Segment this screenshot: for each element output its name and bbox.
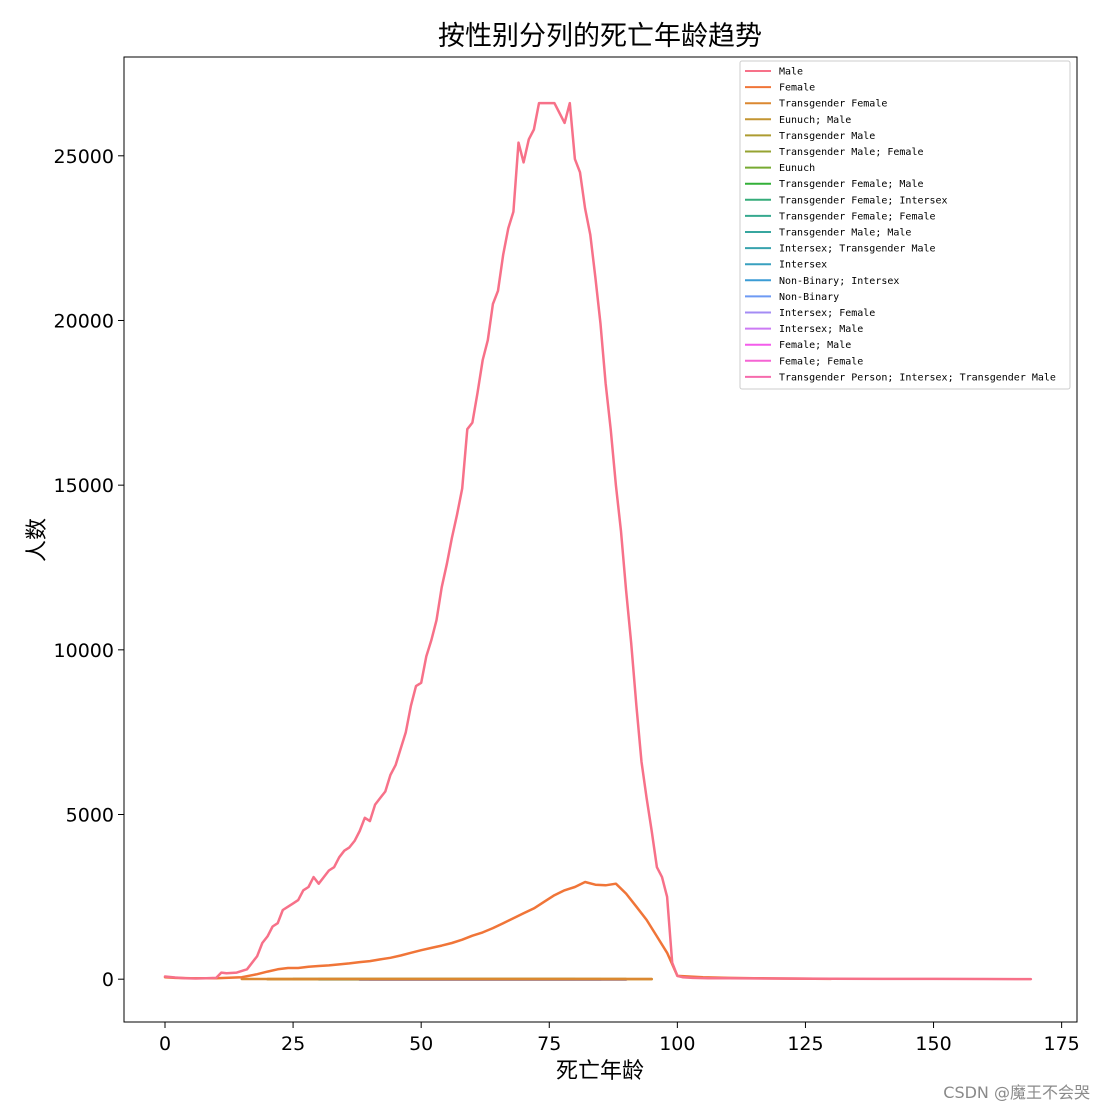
y-tick-label: 25000: [54, 146, 114, 168]
legend-label: Transgender Female; Intersex: [779, 195, 948, 206]
plot-area: 0 25 50 75 100 125 150 175 0 5000 10000 15000 20000 2…: [54, 56, 1080, 1055]
legend-box: [739, 60, 1071, 390]
legend-label: Intersex: [779, 260, 827, 271]
y-axis-title: 人数: [25, 518, 50, 562]
legend-label: Intersex; Female: [779, 308, 875, 319]
watermark: CSDN @魔王不会哭: [943, 1083, 1090, 1102]
series-line-female: [163, 880, 833, 981]
y-tick-label: 0: [102, 969, 114, 991]
x-axis-title: 死亡年龄: [556, 1059, 644, 1084]
legend-label: Non-Binary; Intersex: [779, 276, 899, 287]
legend-label: Transgender Person; Intersex; Transgende…: [779, 372, 1056, 383]
x-tick-label: 25: [281, 1033, 305, 1055]
legend-label: Transgender Male; Male: [779, 228, 911, 239]
y-tick-label: 20000: [54, 310, 114, 332]
y-tick-label: 15000: [54, 475, 114, 497]
legend-label: Male: [779, 67, 803, 78]
legend-label: Transgender Female; Male: [779, 179, 924, 190]
x-tick-label: 125: [787, 1033, 823, 1055]
x-tick-label: 100: [659, 1033, 695, 1055]
x-tick-label: 75: [537, 1033, 561, 1055]
legend-label: Non-Binary: [779, 292, 839, 303]
x-tick-label: 0: [159, 1033, 171, 1055]
legend-label: Female: [779, 83, 815, 94]
x-tick-label: 175: [1043, 1033, 1079, 1055]
legend-label: Female; Male: [779, 340, 851, 351]
x-tick-label: 50: [409, 1033, 433, 1055]
chart-title: 按性别分列的死亡年龄趋势: [438, 21, 762, 52]
y-tick-label: 10000: [54, 640, 114, 662]
legend-label: Intersex; Transgender Male: [779, 244, 936, 255]
legend-label: Transgender Male; Female: [779, 147, 924, 158]
plot-frame: [123, 56, 1078, 1023]
x-tick-label: 150: [915, 1033, 951, 1055]
legend-label: Transgender Female; Female: [779, 211, 936, 222]
legend-label: Transgender Male: [779, 131, 875, 142]
legend: Male Female Transgender Female Eunuch; Male…: [739, 60, 1071, 390]
series-line-male: [163, 101, 1033, 981]
legend-label: Intersex; Male: [779, 324, 863, 335]
legend-label: Transgender Female: [779, 99, 887, 110]
legend-label: Eunuch: [779, 163, 815, 174]
legend-label: Eunuch; Male: [779, 115, 851, 126]
y-tick-label: 5000: [66, 805, 114, 827]
legend-label: Female; Female: [779, 356, 863, 367]
